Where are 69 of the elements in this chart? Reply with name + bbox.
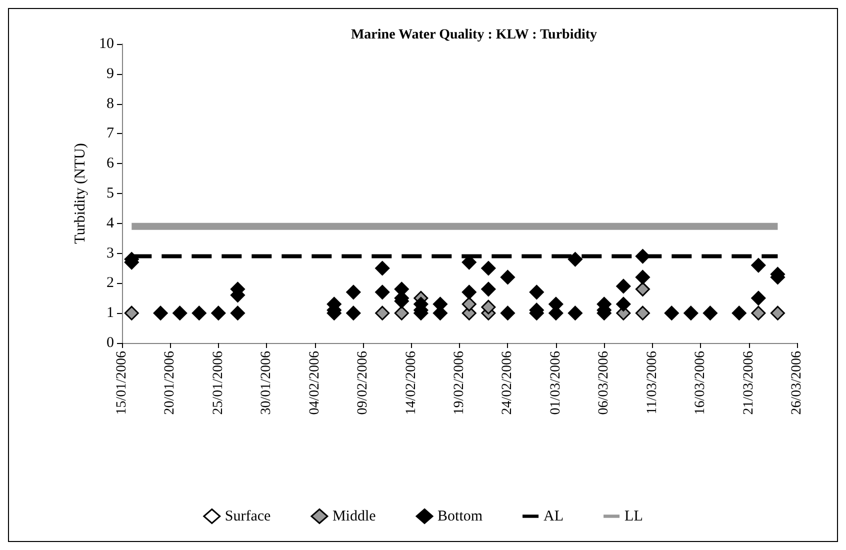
x-tick-label: 01/03/2006	[548, 351, 564, 415]
point	[394, 306, 409, 320]
point	[500, 306, 515, 320]
y-tick-label: 8	[106, 96, 114, 112]
point	[616, 278, 631, 294]
point	[751, 306, 766, 320]
x-tick-label: 25/01/2006	[210, 351, 226, 415]
point	[124, 306, 139, 320]
point	[153, 306, 168, 320]
chart-title: Marine Water Quality : KLW : Turbidity	[350, 28, 598, 42]
point	[664, 306, 679, 320]
point	[500, 270, 515, 284]
y-tick-label: 4	[106, 215, 114, 232]
legend-label: Surface	[224, 508, 272, 524]
point	[462, 284, 476, 300]
point	[751, 258, 766, 273]
y-tick-label: 2	[106, 275, 114, 292]
point	[481, 282, 496, 296]
point	[346, 306, 361, 320]
x-tick-label: 14/02/2006	[404, 351, 419, 415]
point	[635, 270, 650, 284]
point	[568, 252, 582, 267]
point	[568, 306, 582, 320]
point	[462, 296, 476, 312]
legend-label: Middle	[332, 508, 376, 524]
y-tick-label: 5	[106, 186, 114, 202]
point	[635, 249, 650, 264]
y-tick-label: 7	[106, 126, 114, 142]
point	[702, 306, 718, 320]
y-tick-label: 6	[106, 156, 114, 172]
point	[481, 261, 496, 276]
x-tick-label: 21/03/2006	[741, 351, 756, 415]
point	[616, 296, 631, 312]
point	[346, 284, 361, 300]
point	[684, 306, 698, 320]
point	[172, 306, 188, 320]
y-tick-label: 0	[106, 335, 114, 351]
y-tick-label: 3	[106, 245, 114, 262]
legend-label: Bottom	[438, 508, 483, 524]
x-tick-label: 26/03/2006	[790, 351, 804, 415]
legend-label: AL	[544, 508, 564, 524]
x-tick-label: 09/02/2006	[356, 351, 371, 415]
point	[770, 306, 785, 320]
x-tick-label: 16/03/2006	[693, 351, 708, 415]
y-tick-label: 10	[99, 36, 114, 52]
point	[192, 306, 206, 320]
legend-label: LL	[624, 508, 643, 524]
y-axis-title: Turbidity (NTU)	[72, 143, 88, 244]
point	[529, 284, 544, 300]
point	[375, 284, 390, 300]
y-tick-label: 1	[106, 305, 114, 322]
x-tick-label: 15/01/2006	[114, 351, 130, 415]
point	[732, 306, 746, 320]
x-tick-label: 24/02/2006	[500, 351, 516, 415]
point	[230, 306, 245, 320]
x-tick-label: 04/02/2006	[307, 351, 322, 415]
point	[375, 306, 390, 320]
x-tick-label: 11/03/2006	[644, 351, 660, 414]
point	[481, 300, 496, 314]
x-tick-label: 19/02/2006	[452, 351, 467, 415]
point	[635, 282, 650, 296]
point	[751, 290, 766, 306]
x-tick-label: 30/01/2006	[259, 351, 274, 415]
point	[211, 306, 226, 320]
point	[635, 306, 650, 320]
point	[375, 261, 390, 276]
x-tick-label: 06/03/2006	[596, 351, 612, 415]
y-tick-label: 9	[106, 66, 114, 82]
x-tick-label: 20/01/2006	[162, 351, 178, 415]
